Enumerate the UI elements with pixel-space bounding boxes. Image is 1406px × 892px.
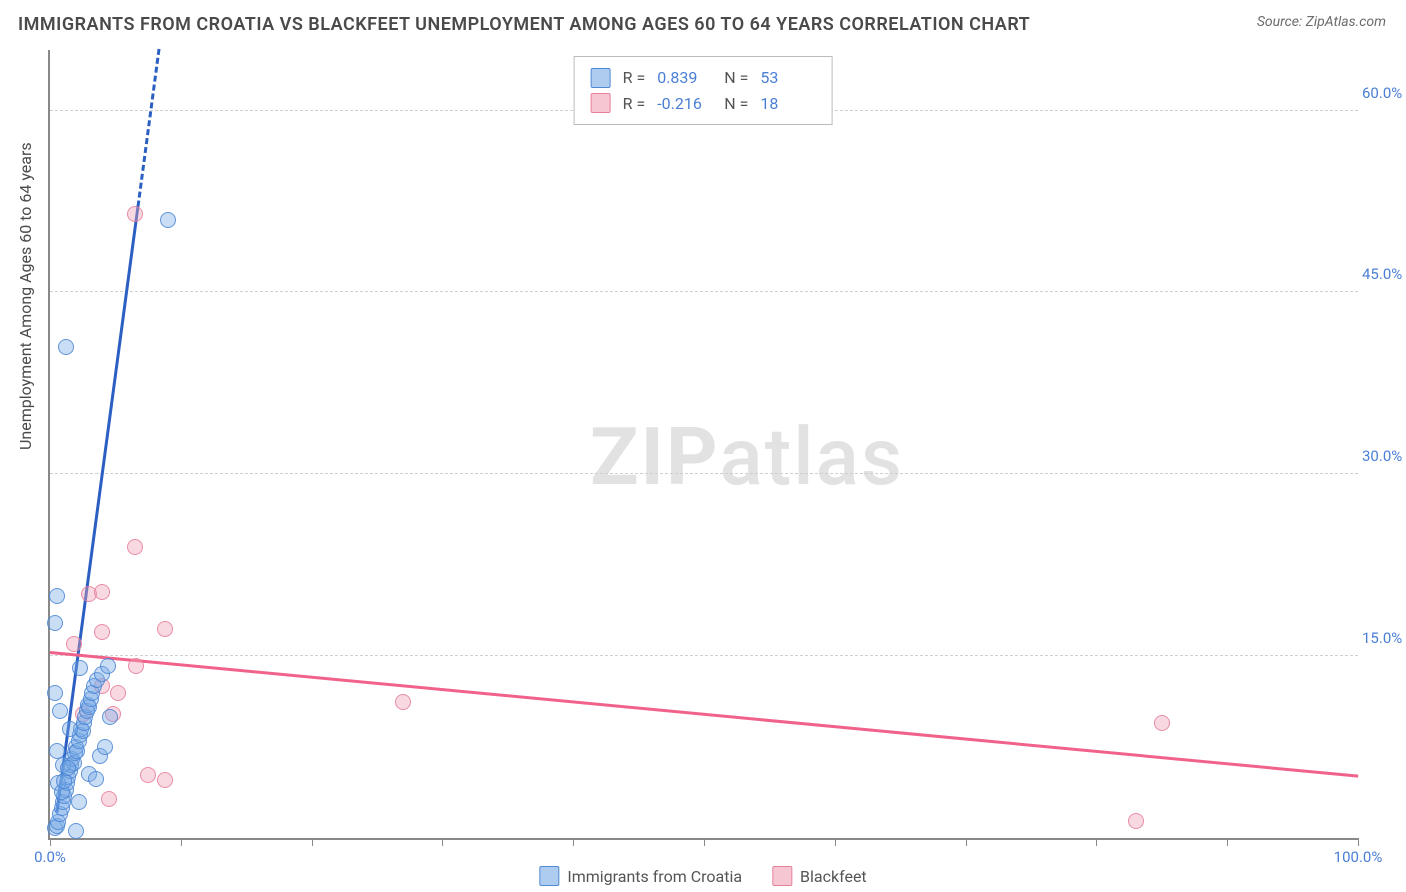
y-axis-label: Unemployment Among Ages 60 to 64 years <box>16 142 35 450</box>
trend-line-blue <box>136 48 160 206</box>
x-tick <box>312 838 313 846</box>
data-point-pink <box>94 624 110 640</box>
n-label: N = <box>724 91 748 117</box>
r-value: 0.839 <box>657 65 712 91</box>
x-tick <box>1358 838 1359 846</box>
data-point-blue <box>88 771 104 787</box>
swatch-blue-icon <box>591 68 611 88</box>
data-point-blue <box>47 685 63 701</box>
data-point-pink <box>110 685 126 701</box>
data-point-pink <box>127 206 143 222</box>
data-point-pink <box>157 772 173 788</box>
x-tick <box>835 838 836 846</box>
data-point-blue <box>62 721 78 737</box>
data-point-blue <box>97 739 113 755</box>
r-value: -0.216 <box>657 91 712 117</box>
x-tick <box>442 838 443 846</box>
data-point-blue <box>71 794 87 810</box>
legend-item-pink: Blackfeet <box>772 866 867 886</box>
data-point-pink <box>157 621 173 637</box>
legend-stats-row-blue: R = 0.839 N = 53 <box>591 65 816 91</box>
x-tick <box>1227 838 1228 846</box>
data-point-blue <box>102 709 118 725</box>
y-tick-label: 15.0% <box>1362 629 1406 647</box>
y-tick-label: 30.0% <box>1362 447 1406 465</box>
data-point-pink <box>66 636 82 652</box>
x-tick <box>966 838 967 846</box>
gridline-h <box>50 655 1358 656</box>
data-point-pink <box>128 658 144 674</box>
x-tick-label: 100.0% <box>1334 848 1383 866</box>
x-tick <box>50 838 51 846</box>
legend-label: Blackfeet <box>800 867 867 886</box>
x-tick <box>573 838 574 846</box>
data-point-pink <box>140 767 156 783</box>
data-point-pink <box>101 791 117 807</box>
data-point-blue <box>58 339 74 355</box>
r-label: R = <box>623 65 646 91</box>
n-value: 18 <box>760 91 815 117</box>
data-point-blue <box>72 660 88 676</box>
legend-bottom: Immigrants from Croatia Blackfeet <box>539 866 866 886</box>
n-value: 53 <box>760 65 815 91</box>
data-point-blue <box>47 615 63 631</box>
legend-item-blue: Immigrants from Croatia <box>539 866 742 886</box>
r-label: R = <box>623 91 646 117</box>
data-point-pink <box>1154 715 1170 731</box>
x-tick <box>704 838 705 846</box>
gridline-h <box>50 291 1358 292</box>
legend-stats: R = 0.839 N = 53 R = -0.216 N = 18 <box>574 56 833 125</box>
y-tick-label: 45.0% <box>1362 265 1406 283</box>
data-point-pink <box>1128 813 1144 829</box>
chart-title: IMMIGRANTS FROM CROATIA VS BLACKFEET UNE… <box>18 14 1030 35</box>
x-tick <box>181 838 182 846</box>
data-point-blue <box>60 760 76 776</box>
gridline-h <box>50 473 1358 474</box>
data-point-pink <box>127 539 143 555</box>
legend-stats-row-pink: R = -0.216 N = 18 <box>591 91 816 117</box>
x-tick <box>1096 838 1097 846</box>
data-point-blue <box>49 588 65 604</box>
data-point-blue <box>52 703 68 719</box>
data-point-blue <box>160 212 176 228</box>
y-tick-label: 60.0% <box>1362 84 1406 102</box>
source-label: Source: ZipAtlas.com <box>1257 14 1386 30</box>
data-point-blue <box>49 743 65 759</box>
data-point-pink <box>395 694 411 710</box>
legend-label: Immigrants from Croatia <box>567 867 742 886</box>
swatch-blue-icon <box>539 866 559 886</box>
n-label: N = <box>724 65 748 91</box>
x-tick-label: 0.0% <box>34 848 66 866</box>
swatch-pink-icon <box>772 866 792 886</box>
data-point-blue <box>68 823 84 839</box>
plot-area: 15.0%30.0%45.0%60.0%0.0%100.0% <box>48 50 1358 840</box>
swatch-pink-icon <box>591 93 611 113</box>
data-point-pink <box>94 584 110 600</box>
data-point-blue <box>100 658 116 674</box>
